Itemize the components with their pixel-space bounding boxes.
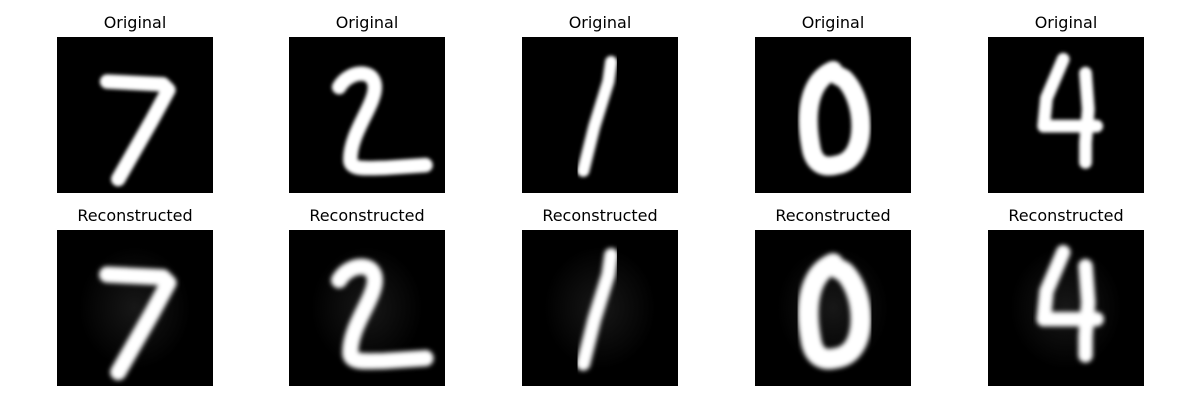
reconstruction-noise [1010,247,1121,370]
reconstructed-title-5: Reconstructed [966,205,1166,227]
original-digit-1-image [522,37,678,193]
digit-stroke-2 [1086,266,1089,355]
original-title-5: Original [966,12,1166,34]
original-title-1: Original [35,12,235,34]
digit-glyph [755,230,911,386]
digit-glyph [988,37,1144,193]
digit-glyph [57,230,213,386]
original-digit-4-image [988,37,1144,193]
reconstructed-digit-7-image [57,230,213,386]
reconstructed-title-3: Reconstructed [500,205,700,227]
reconstructed-digit-0-image [755,230,911,386]
original-digit-0-image [755,37,911,193]
original-digit-7-image [57,37,213,193]
digit-stroke-1 [808,70,861,166]
digit-glyph [289,37,445,193]
digit-stroke-1 [583,62,611,171]
digit-glyph [289,230,445,386]
digit-glyph [988,230,1144,386]
digit-glyph [522,37,678,193]
reconstructed-digit-2-image [289,230,445,386]
digit-glyph [57,37,213,193]
original-title-2: Original [267,12,467,34]
original-title-3: Original [500,12,700,34]
digit-glyph [522,230,678,386]
reconstructed-digit-1-image [522,230,678,386]
digit-stroke-1 [339,74,425,169]
reconstructed-digit-4-image [988,230,1144,386]
reconstructed-title-1: Reconstructed [35,205,235,227]
reconstructed-title-2: Reconstructed [267,205,467,227]
digit-glyph [755,37,911,193]
original-digit-2-image [289,37,445,193]
original-title-4: Original [733,12,933,34]
digit-stroke-1 [107,82,168,180]
reconstructed-title-4: Reconstructed [733,205,933,227]
digit-stroke-2 [1086,73,1089,162]
